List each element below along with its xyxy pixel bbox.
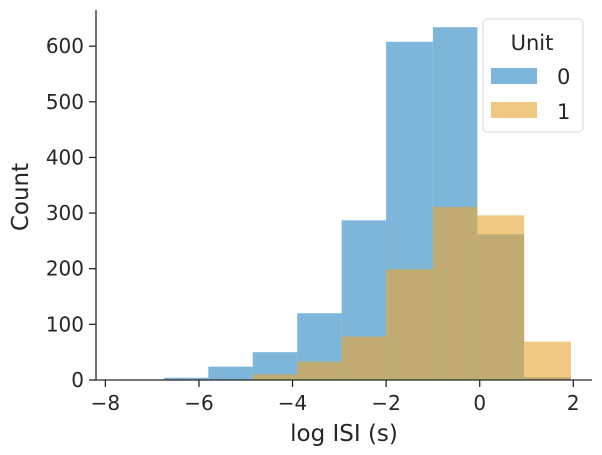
bar-unit-1-bin-1	[297, 361, 342, 380]
bar-unit-0-bin-2	[208, 366, 253, 380]
y-tick-label: 500	[46, 90, 84, 114]
axes	[95, 10, 592, 381]
legend-swatch-unit-0	[491, 68, 537, 84]
y-tick-label: 0	[71, 368, 84, 392]
legend-swatch-unit-1	[491, 102, 537, 118]
y-tick-label: 100	[46, 312, 84, 336]
bar-unit-1-bin-4	[432, 206, 478, 380]
legend-title: Unit	[511, 31, 554, 55]
x-axis-label: log ISI (s)	[290, 421, 398, 447]
y-tick-label: 600	[46, 34, 84, 58]
legend-label-unit-1: 1	[557, 100, 570, 124]
legend-label-unit-0: 0	[557, 65, 570, 89]
histogram-bars	[119, 27, 571, 381]
bar-unit-1-bin-6	[524, 341, 571, 380]
bar-unit-1-bin-0	[252, 374, 298, 380]
bar-unit-1-bin-5	[477, 215, 525, 380]
legend: Unit 0 1	[482, 18, 584, 133]
y-tick-label: 300	[46, 201, 84, 225]
x-ticks: −8 −6 −4 −2 0 2	[91, 380, 580, 415]
y-axis-label: Count	[8, 163, 34, 231]
x-tick-label: −4	[278, 391, 307, 415]
bar-unit-1-bin-2	[341, 336, 387, 380]
bar-unit-1-bin-3	[386, 269, 433, 380]
x-tick-label: 2	[567, 391, 580, 415]
x-tick-label: 0	[473, 391, 486, 415]
bar-unit-0-bin-1	[163, 377, 209, 380]
y-tick-label: 200	[46, 257, 84, 281]
y-tick-label: 400	[46, 145, 84, 169]
x-tick-label: −8	[91, 391, 120, 415]
x-tick-label: −6	[184, 391, 213, 415]
x-tick-label: −2	[371, 391, 400, 415]
y-ticks: 0 100 200 300 400 500 600	[46, 34, 96, 392]
